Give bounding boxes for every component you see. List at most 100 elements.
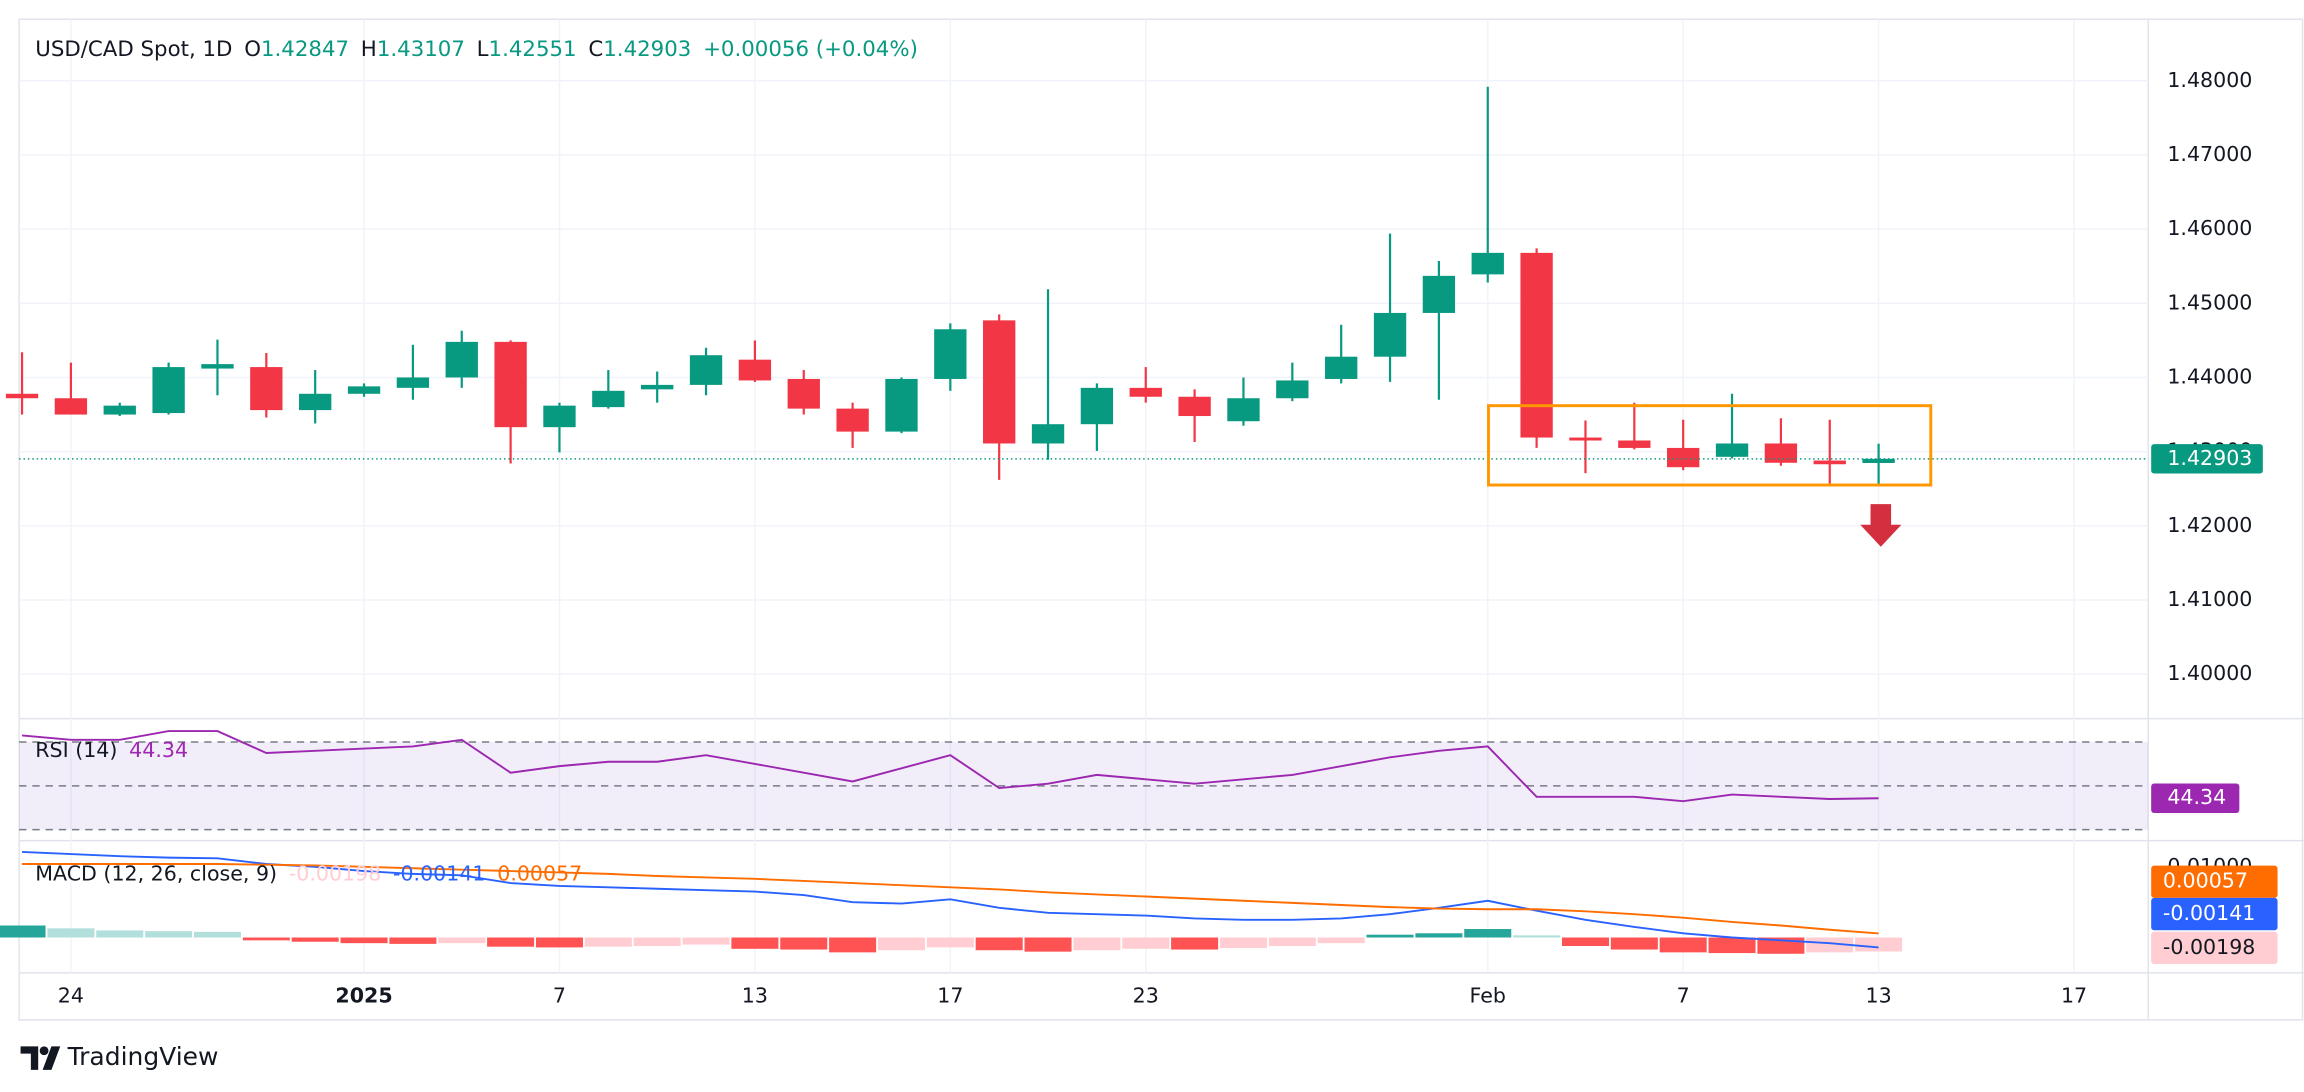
histogram-bar <box>96 930 144 938</box>
candle-body <box>445 341 478 378</box>
candle-body <box>1813 460 1846 465</box>
rsi-legend: RSI (14) 44.34 <box>35 738 188 762</box>
macd-box <box>2151 865 2278 898</box>
x-tick-label: 7 <box>1677 983 1690 1007</box>
logo-mark <box>20 1046 61 1070</box>
candle-body <box>689 355 723 385</box>
macd-line <box>21 851 1879 949</box>
candle-body <box>836 408 869 432</box>
histogram-bar <box>926 937 974 948</box>
histogram-bar <box>1415 933 1463 938</box>
histogram-bar <box>145 931 193 938</box>
candle-body <box>1422 275 1456 313</box>
histogram-bar <box>340 937 388 944</box>
histogram-bar <box>193 931 241 938</box>
candle-body <box>1227 398 1260 422</box>
candle-body <box>1715 443 1749 457</box>
x-tick-label: 13 <box>1866 983 1892 1007</box>
candle-body <box>934 329 967 379</box>
histogram-bar <box>633 937 681 946</box>
histogram-bar <box>389 937 437 944</box>
x-tick-label: 17 <box>937 983 963 1007</box>
signal-value: 0.00057 <box>497 861 582 885</box>
candle-body <box>543 405 576 428</box>
macd-box <box>2151 897 2278 931</box>
candle-body <box>592 390 625 408</box>
macd-box-label: -0.00198 <box>2163 935 2255 959</box>
candle-body <box>1276 380 1309 399</box>
candle-body <box>1325 356 1358 379</box>
legend-letter: L <box>477 37 489 62</box>
candle-body <box>1667 447 1700 468</box>
macd-box-label: -0.00141 <box>2163 901 2255 925</box>
rsi-box <box>2151 783 2240 813</box>
close-value: 1.42903 <box>603 37 691 62</box>
histogram-bar <box>1464 929 1512 938</box>
histogram-bar <box>829 937 877 953</box>
histogram-bar <box>1708 937 1756 954</box>
candle-body <box>1080 387 1114 425</box>
y-tick-label: 1.45000 <box>2167 290 2252 314</box>
histogram-bar <box>1171 937 1219 950</box>
candle-body <box>299 393 332 411</box>
candle-body <box>1862 458 1895 463</box>
y-tick-label: 1.42000 <box>2167 513 2252 537</box>
change: +0.00056 (+0.04%) <box>703 37 918 62</box>
candle-body <box>250 367 283 411</box>
legend-letter: C <box>588 37 603 62</box>
histogram-bar <box>291 937 339 942</box>
histogram-bar <box>584 937 632 947</box>
brand-logo: TradingView <box>20 1042 218 1071</box>
candle-body <box>54 398 88 415</box>
candle-body <box>1520 252 1553 438</box>
histogram-bar <box>438 937 486 944</box>
candle-body <box>787 378 820 409</box>
candle-body <box>1569 437 1602 441</box>
candle-body <box>347 386 381 394</box>
x-tick-label: 13 <box>742 983 768 1007</box>
x-tick-label: 23 <box>1133 983 1159 1007</box>
histogram-bar <box>1317 937 1365 944</box>
histogram-bar <box>1855 937 1903 952</box>
histogram-bar <box>1561 937 1609 946</box>
chart-frame <box>18 18 2304 1021</box>
symbol: USD/CAD Spot, 1D <box>35 37 232 62</box>
candle-body <box>1178 396 1211 417</box>
rsi-title: RSI (14) <box>35 738 117 762</box>
rsi-value: 44.34 <box>129 738 188 762</box>
logo-dot <box>39 1046 49 1056</box>
plot <box>0 86 2149 954</box>
histogram-bar <box>1610 937 1658 950</box>
y-tick-label: 1.47000 <box>2167 142 2252 166</box>
x-tick-label: 24 <box>58 983 84 1007</box>
candle-body <box>1129 387 1162 397</box>
high-value: 1.43107 <box>377 37 465 62</box>
y-tick-label: 1.48000 <box>2167 68 2252 92</box>
open-value: 1.42847 <box>261 37 349 62</box>
grid <box>18 18 2304 1021</box>
x-tick-label: Feb <box>1470 983 1506 1007</box>
legend-letter: O <box>244 37 261 62</box>
x-tick-label: 17 <box>2061 983 2087 1007</box>
y-tick-label: 1.46000 <box>2167 216 2252 240</box>
y-tick-label: 1.44000 <box>2167 364 2252 388</box>
histogram-bar <box>1366 934 1414 938</box>
candle-body <box>103 405 136 415</box>
low-value: 1.42551 <box>489 37 577 62</box>
candle-body <box>738 359 772 381</box>
histogram-bar <box>47 928 95 938</box>
hist-value: -0.00198 <box>289 861 381 885</box>
histogram-bar <box>535 937 583 948</box>
histogram-bar <box>780 937 828 950</box>
range-box <box>1487 404 1933 487</box>
histogram-bar <box>1073 937 1121 951</box>
macd-title: MACD (12, 26, close, 9) <box>35 861 277 885</box>
candle-body <box>1618 440 1651 448</box>
candle-body <box>396 377 430 388</box>
signal-line <box>22 863 1879 935</box>
candle-body <box>152 367 185 414</box>
macd-box <box>2151 931 2278 965</box>
histogram-bar <box>242 937 290 941</box>
